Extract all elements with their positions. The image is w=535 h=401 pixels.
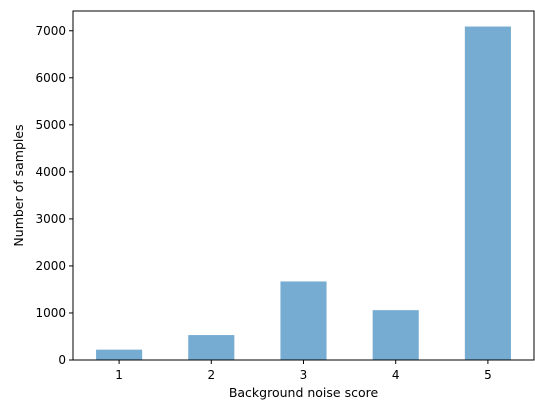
- x-tick-label: 2: [207, 368, 215, 382]
- y-tick-label: 3000: [35, 212, 66, 226]
- y-tick-label: 0: [58, 353, 66, 367]
- x-axis-ticks: 1 2 3 4 5: [115, 360, 492, 382]
- x-tick-label: 3: [300, 368, 308, 382]
- y-axis-ticks: 0 1000 2000 3000 4000 5000 6000 7000: [35, 24, 73, 367]
- x-tick-label: 1: [115, 368, 123, 382]
- bar-3: [280, 281, 327, 360]
- bar-5: [464, 26, 511, 360]
- y-tick-label: 1000: [35, 306, 66, 320]
- bar-2: [188, 335, 235, 360]
- bar-4: [372, 310, 419, 360]
- y-tick-label: 4000: [35, 165, 66, 179]
- y-axis-label: Number of samples: [11, 124, 26, 246]
- y-tick-label: 7000: [35, 24, 66, 38]
- x-axis-label: Background noise score: [229, 385, 379, 400]
- y-tick-label: 2000: [35, 259, 66, 273]
- bars-group: [96, 26, 511, 360]
- y-tick-label: 5000: [35, 118, 66, 132]
- bar-1: [96, 349, 143, 360]
- x-tick-label: 4: [392, 368, 400, 382]
- x-tick-label: 5: [484, 368, 492, 382]
- y-tick-label: 6000: [35, 71, 66, 85]
- plot-frame: [72, 10, 535, 361]
